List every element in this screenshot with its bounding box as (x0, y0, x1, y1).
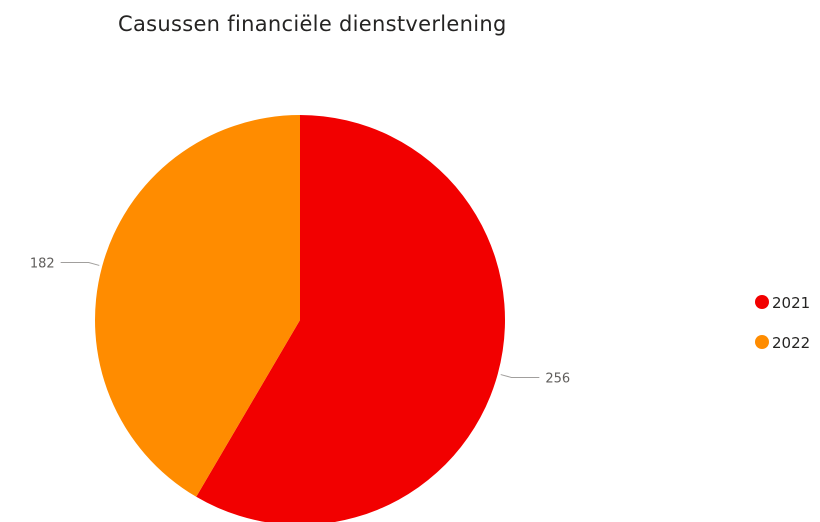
legend: 2021 2022 (755, 294, 810, 352)
legend-label-2021[interactable]: 2021 (772, 294, 810, 312)
data-label-2022: 182 (30, 257, 55, 272)
data-labels: 256 182 (30, 257, 570, 387)
leader-line-2021 (500, 374, 540, 378)
pie-slice-2021[interactable] (196, 115, 505, 522)
legend-label-2022[interactable]: 2022 (772, 334, 810, 352)
data-label-2021: 256 (545, 371, 570, 386)
pie-slice-2022[interactable] (94, 114, 301, 497)
chart-title: Casussen financiële dienstverlening (118, 12, 507, 36)
legend-marker-2021 (755, 295, 769, 309)
pie-slices (94, 114, 505, 522)
leader-line-2022 (60, 262, 100, 266)
legend-marker-2022 (755, 335, 769, 349)
